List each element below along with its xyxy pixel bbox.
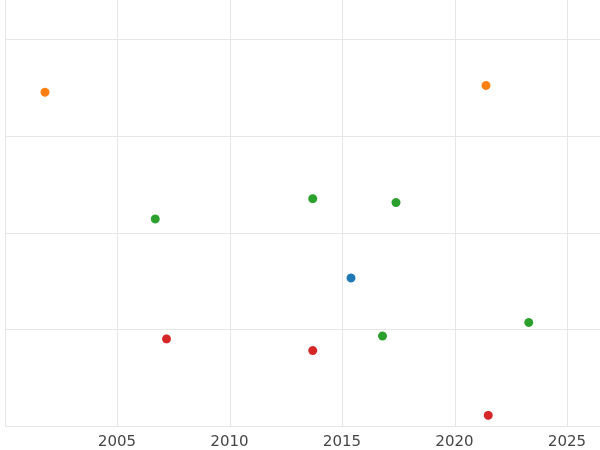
data-point — [346, 273, 356, 283]
data-point — [524, 317, 534, 327]
data-point — [481, 80, 491, 90]
data-point — [391, 198, 401, 208]
data-point — [483, 410, 493, 420]
x-tick-label: 2005 — [98, 432, 136, 450]
x-tick-label: 2015 — [323, 432, 361, 450]
data-point — [308, 346, 318, 356]
x-tick-label: 2025 — [548, 432, 586, 450]
data-point — [378, 331, 387, 341]
data-point — [40, 87, 50, 97]
x-tick-label: 2010 — [210, 432, 248, 450]
grid-layer — [5, 0, 600, 427]
x-axis-tick-labels: 2005 2010 2015 2020 2025 — [98, 432, 586, 450]
data-points — [40, 80, 534, 420]
data-point — [162, 334, 171, 344]
data-point — [150, 214, 160, 224]
data-point — [308, 194, 318, 204]
x-tick-label: 2020 — [435, 432, 473, 450]
